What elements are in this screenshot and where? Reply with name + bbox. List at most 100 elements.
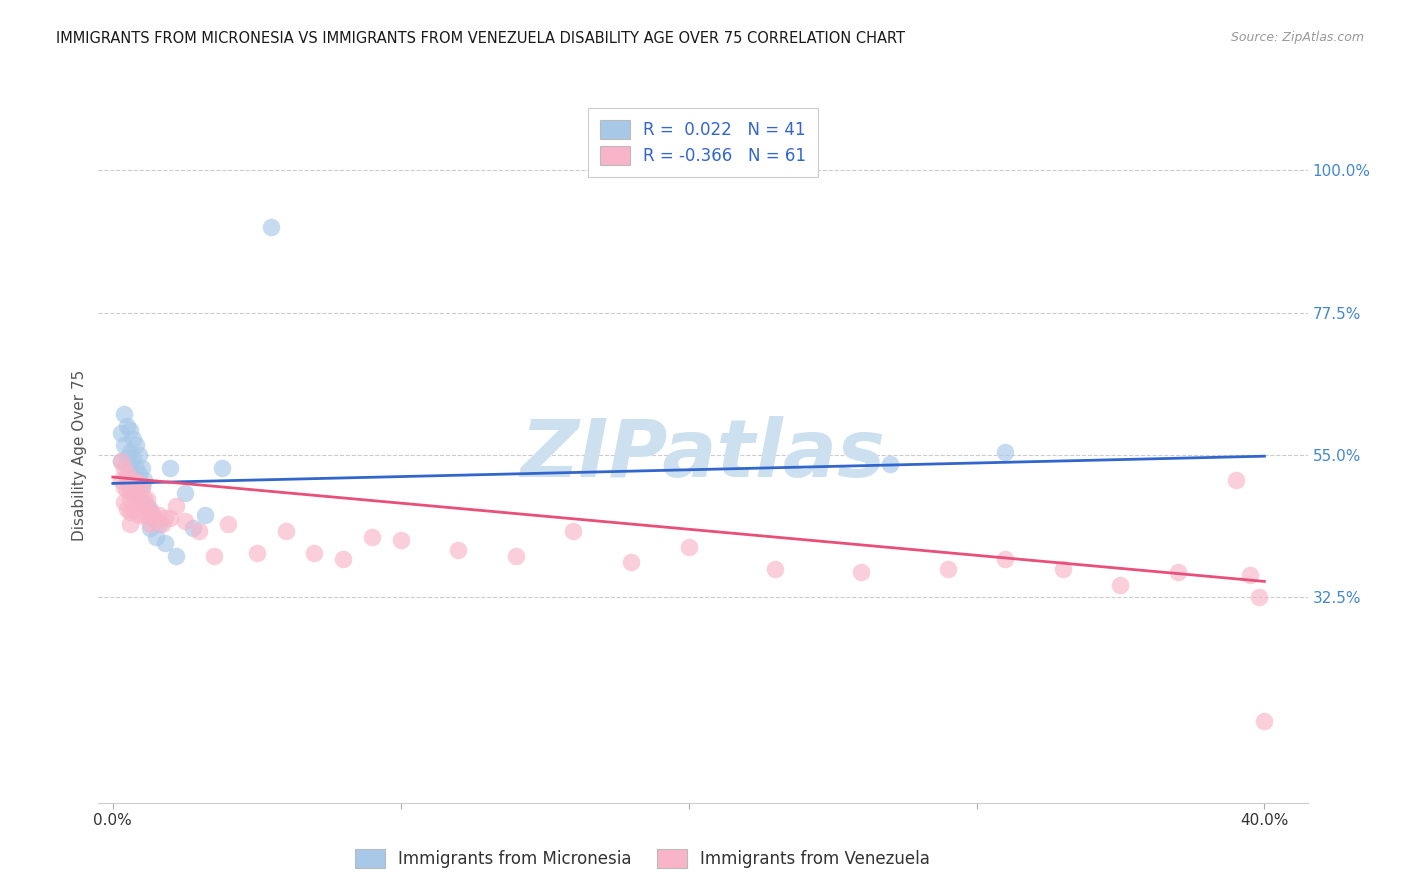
- Point: [211, 460, 233, 475]
- Point: [165, 499, 187, 513]
- Point: [120, 483, 142, 497]
- Point: [361, 530, 384, 544]
- Point: [763, 562, 786, 576]
- Point: [134, 508, 156, 522]
- Point: [562, 524, 585, 538]
- Point: [304, 546, 326, 560]
- Point: [1225, 473, 1247, 487]
- Point: [194, 508, 217, 522]
- Legend: Immigrants from Micronesia, Immigrants from Venezuela: Immigrants from Micronesia, Immigrants f…: [349, 842, 936, 874]
- Point: [150, 517, 173, 532]
- Point: [139, 517, 162, 532]
- Point: [131, 479, 153, 493]
- Point: [134, 473, 156, 487]
- Point: [115, 473, 138, 487]
- Point: [183, 521, 205, 535]
- Point: [120, 464, 142, 478]
- Point: [1167, 565, 1189, 579]
- Point: [128, 448, 150, 462]
- Point: [447, 542, 470, 557]
- Point: [260, 220, 283, 235]
- Point: [994, 444, 1017, 458]
- Point: [122, 473, 145, 487]
- Point: [122, 501, 145, 516]
- Point: [159, 460, 181, 475]
- Point: [125, 460, 148, 475]
- Point: [128, 476, 150, 491]
- Point: [145, 530, 167, 544]
- Point: [112, 438, 135, 452]
- Point: [134, 492, 156, 507]
- Point: [994, 552, 1017, 566]
- Text: Source: ZipAtlas.com: Source: ZipAtlas.com: [1230, 31, 1364, 45]
- Point: [128, 486, 150, 500]
- Point: [122, 432, 145, 446]
- Point: [246, 546, 269, 560]
- Point: [131, 460, 153, 475]
- Point: [620, 556, 643, 570]
- Point: [153, 536, 176, 550]
- Point: [165, 549, 187, 563]
- Point: [120, 444, 142, 458]
- Point: [131, 479, 153, 493]
- Point: [879, 458, 901, 472]
- Point: [128, 467, 150, 481]
- Point: [125, 438, 148, 452]
- Point: [139, 521, 162, 535]
- Point: [112, 495, 135, 509]
- Point: [936, 562, 959, 576]
- Point: [122, 486, 145, 500]
- Point: [505, 549, 527, 563]
- Point: [389, 533, 412, 548]
- Text: ZIPatlas: ZIPatlas: [520, 416, 886, 494]
- Point: [1052, 562, 1074, 576]
- Point: [125, 479, 148, 493]
- Point: [678, 540, 700, 554]
- Point: [120, 517, 142, 532]
- Point: [110, 473, 132, 487]
- Point: [112, 407, 135, 421]
- Point: [110, 454, 132, 468]
- Point: [136, 492, 159, 507]
- Point: [134, 495, 156, 509]
- Point: [139, 501, 162, 516]
- Point: [122, 451, 145, 466]
- Point: [173, 514, 195, 528]
- Point: [115, 467, 138, 481]
- Point: [122, 486, 145, 500]
- Point: [136, 508, 159, 522]
- Point: [115, 419, 138, 434]
- Point: [120, 473, 142, 487]
- Point: [202, 549, 225, 563]
- Point: [128, 492, 150, 507]
- Y-axis label: Disability Age Over 75: Disability Age Over 75: [72, 369, 87, 541]
- Point: [112, 460, 135, 475]
- Point: [131, 499, 153, 513]
- Point: [1109, 577, 1132, 591]
- Point: [136, 499, 159, 513]
- Point: [142, 511, 165, 525]
- Point: [115, 501, 138, 516]
- Point: [188, 524, 211, 538]
- Point: [217, 517, 239, 532]
- Point: [110, 454, 132, 468]
- Point: [125, 483, 148, 497]
- Point: [120, 492, 142, 507]
- Point: [274, 524, 297, 538]
- Point: [110, 425, 132, 440]
- Point: [332, 552, 354, 566]
- Point: [120, 505, 142, 519]
- Point: [153, 511, 176, 525]
- Point: [122, 470, 145, 484]
- Point: [115, 483, 138, 497]
- Point: [1247, 591, 1270, 605]
- Point: [159, 511, 181, 525]
- Point: [1253, 714, 1275, 728]
- Point: [142, 508, 165, 522]
- Point: [148, 508, 170, 522]
- Point: [173, 486, 195, 500]
- Point: [139, 505, 162, 519]
- Point: [145, 514, 167, 528]
- Point: [125, 499, 148, 513]
- Point: [851, 565, 873, 579]
